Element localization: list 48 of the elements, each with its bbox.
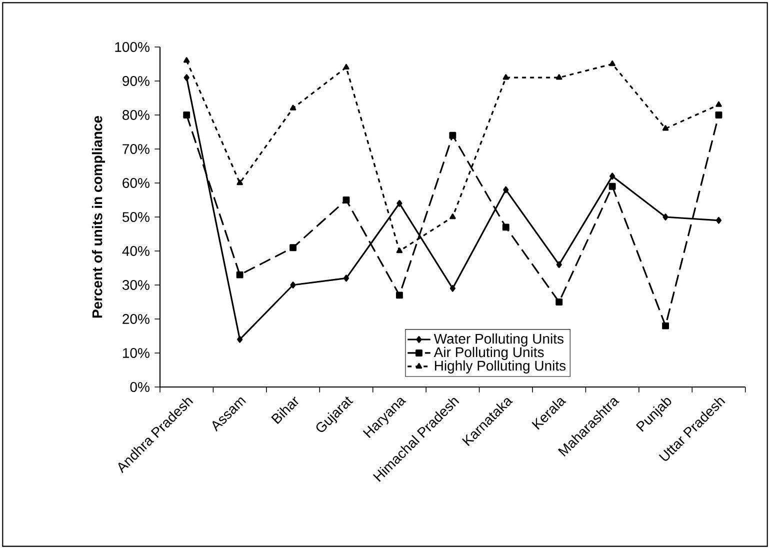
point	[396, 292, 403, 299]
point	[716, 216, 722, 224]
point	[662, 125, 669, 131]
point	[183, 112, 190, 118]
point	[290, 244, 296, 252]
point	[184, 57, 190, 63]
point	[237, 336, 243, 343]
y-tick-label: 30%	[122, 280, 150, 290]
y-tick-label: 50%	[122, 212, 150, 222]
point	[342, 196, 350, 204]
point	[450, 284, 456, 292]
point	[450, 214, 456, 220]
point	[556, 74, 562, 80]
point	[236, 180, 243, 186]
y-tick-label: 90%	[122, 76, 150, 86]
point	[396, 248, 403, 254]
point	[343, 64, 350, 70]
point	[716, 101, 722, 107]
y-axis-title: Percent of units in compliance	[92, 116, 105, 318]
legend-label: Highly Polluting Units	[434, 360, 566, 374]
y-tick-label: 80%	[122, 110, 150, 120]
point	[662, 214, 668, 220]
point	[502, 224, 510, 231]
point	[503, 186, 509, 194]
point	[610, 172, 616, 180]
y-tick-label: 100%	[115, 42, 150, 52]
point	[184, 74, 190, 82]
point	[556, 298, 563, 306]
point	[236, 271, 244, 278]
y-tick-label: 0%	[130, 382, 150, 392]
point	[609, 60, 616, 66]
y-tick-label: 20%	[122, 314, 150, 324]
legend-label: Air Polluting Units	[434, 346, 544, 360]
y-tick-label: 70%	[122, 144, 150, 154]
y-tick-label: 60%	[122, 178, 150, 188]
point	[502, 74, 509, 80]
point	[396, 200, 402, 207]
point	[343, 274, 350, 282]
point	[290, 282, 296, 288]
point	[449, 132, 456, 139]
point	[715, 112, 722, 118]
point	[290, 104, 296, 110]
point	[556, 261, 562, 268]
y-tick-label: 10%	[123, 348, 150, 358]
y-tick-label: 40%	[122, 246, 150, 256]
point	[662, 322, 669, 330]
point	[608, 182, 616, 190]
legend-label: Water Polluting Units	[434, 333, 564, 346]
